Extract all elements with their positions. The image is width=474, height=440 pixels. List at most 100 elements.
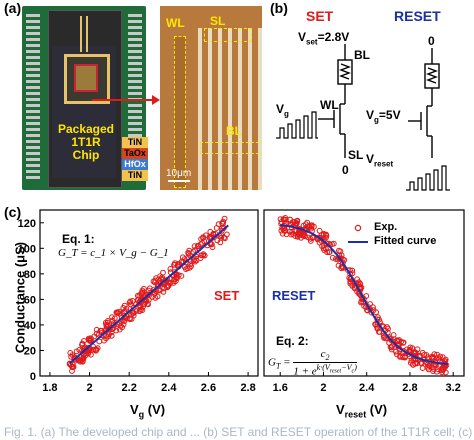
- data-point: [145, 291, 152, 297]
- plot-right-eq-title: Eq. 2:: [276, 334, 309, 348]
- data-point: [73, 348, 80, 355]
- set-cell: [318, 44, 353, 158]
- y-tick-label: 40: [24, 320, 36, 332]
- data-point: [410, 349, 417, 356]
- eq2-lhs-sub: T: [275, 361, 281, 371]
- data-point: [158, 275, 164, 282]
- data-point: [304, 219, 311, 226]
- eq2-numerator: c2: [293, 348, 357, 364]
- set-zero-label: 0: [342, 163, 349, 177]
- eq2-den-exp-sub: reset: [329, 368, 342, 375]
- data-point: [412, 360, 419, 367]
- data-point: [211, 234, 217, 240]
- data-point: [430, 368, 436, 375]
- data-point: [217, 233, 224, 240]
- micrograph-bl-label: BL: [226, 124, 242, 138]
- data-point: [146, 285, 153, 292]
- data-point: [155, 276, 162, 283]
- chip-leads: [80, 16, 82, 52]
- data-point: [140, 303, 147, 310]
- data-point: [120, 321, 127, 328]
- data-point: [116, 308, 122, 315]
- plot-right-xlabel-unit: (V): [366, 402, 388, 417]
- data-point: [388, 337, 395, 344]
- data-point: [347, 278, 354, 285]
- vreset-label: Vreset: [366, 152, 393, 168]
- chip-pins-left: [26, 14, 40, 182]
- data-point: [337, 248, 344, 255]
- micrograph-stripes: [198, 28, 262, 190]
- y-tick-label: 20: [24, 345, 36, 357]
- scale-bar-label: 10μm: [166, 168, 192, 179]
- vg-sub: g: [284, 109, 289, 119]
- data-point: [220, 221, 226, 227]
- data-point: [278, 227, 285, 234]
- plot-left-fit-line: [69, 224, 229, 364]
- data-point: [175, 272, 182, 278]
- data-point: [185, 249, 192, 256]
- data-point: [407, 344, 414, 351]
- plot-right: 1.6 2 2.4 2.8 3.2: [263, 209, 465, 394]
- plot-left-ylabel: Conductance (μS): [12, 241, 28, 354]
- data-point: [388, 344, 395, 351]
- y-tick-label: 60: [24, 294, 36, 306]
- vg-reset-sub: g: [374, 115, 379, 125]
- data-point: [308, 222, 315, 229]
- x-tick-label: 2.4: [161, 382, 177, 394]
- eq2-lhs: G: [268, 356, 276, 369]
- data-point: [152, 295, 159, 301]
- eq2-den-exp-tail: −V: [341, 363, 352, 373]
- data-point: [213, 225, 220, 231]
- data-point: [139, 307, 146, 313]
- x-tick-label: 1.6: [273, 382, 288, 394]
- data-point: [323, 240, 330, 247]
- plot-right-eq: GT = c2 1 + ek·(Vreset−Vc): [268, 348, 357, 378]
- data-point: [277, 216, 284, 223]
- data-point: [110, 322, 117, 329]
- data-point: [141, 294, 148, 301]
- micrograph-wl-label: WL: [166, 16, 185, 30]
- vreset-main: V: [366, 152, 375, 166]
- data-point: [116, 320, 123, 327]
- data-point: [113, 309, 120, 316]
- data-point: [105, 333, 112, 340]
- vset-label: Vset=2.8V: [298, 30, 349, 46]
- reset-title: RESET: [394, 8, 441, 24]
- data-point: [288, 231, 295, 238]
- stack-layer-tin-bottom: TiN: [122, 170, 148, 181]
- data-point: [102, 319, 109, 326]
- vg-reset-label: Vg=5V: [366, 108, 401, 124]
- vset-sub: set: [306, 37, 318, 47]
- data-point: [210, 230, 217, 237]
- data-point: [282, 227, 289, 234]
- set-gate-pulses: [276, 111, 318, 139]
- data-point: [150, 278, 157, 285]
- data-point: [320, 230, 327, 237]
- chip-title-line3: Chip: [72, 148, 100, 162]
- plot-left-xlabel: Vg (V): [130, 402, 165, 420]
- zoom-pointer: [92, 95, 160, 105]
- data-point: [69, 364, 76, 371]
- data-point: [394, 337, 401, 344]
- bl-label: BL: [354, 48, 370, 62]
- data-point: [396, 337, 403, 343]
- stack-layer-taox: TaOx: [122, 148, 148, 159]
- data-point: [374, 325, 381, 332]
- material-stack: TiN TaOx HfOx TiN: [122, 137, 148, 181]
- plot-left: 0 20 40 60 80 100 120 1.8 2 2.2 2.4 2.6 2.8: [18, 209, 259, 394]
- legend-exp-marker: [354, 224, 362, 232]
- wl-label: WL: [320, 98, 339, 112]
- data-point: [336, 255, 343, 262]
- vset-value: =2.8V: [317, 30, 350, 44]
- data-point: [433, 368, 440, 375]
- data-point: [136, 307, 143, 314]
- eq2-num-sub: 2: [325, 353, 330, 363]
- data-point: [67, 350, 74, 356]
- plot-left-xticks: 1.8 2 2.2 2.4 2.6 2.8: [42, 372, 256, 394]
- data-point: [174, 275, 180, 282]
- data-point: [121, 302, 128, 309]
- data-point: [281, 216, 288, 223]
- data-point: [219, 220, 226, 227]
- plot-right-xlabel-sub: reset: [344, 409, 367, 420]
- data-point: [108, 332, 115, 339]
